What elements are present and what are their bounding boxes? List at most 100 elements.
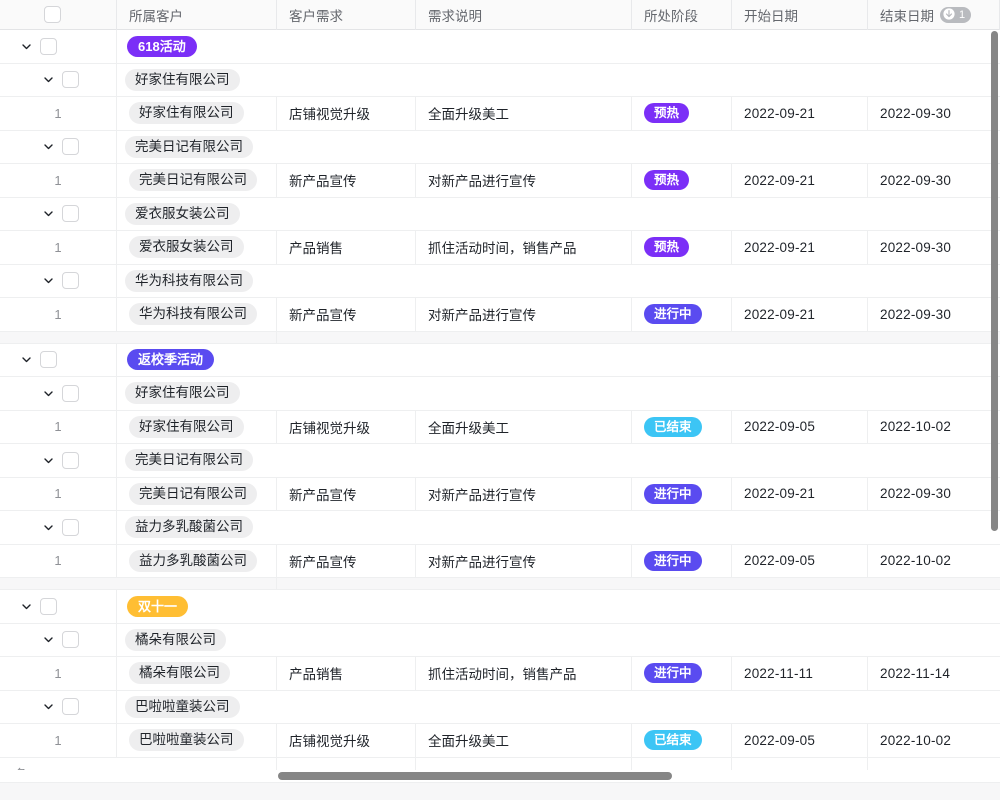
cell-customer[interactable]: 完美日记有限公司 xyxy=(117,477,277,511)
subgroup-row[interactable]: 完美日记有限公司 xyxy=(0,443,1000,478)
subgroup-row[interactable]: 益力多乳酸菌公司 xyxy=(0,510,1000,545)
cell-demand[interactable]: 店铺视觉升级 xyxy=(277,410,416,444)
header-cell-customer[interactable]: 所属客户 xyxy=(117,0,277,30)
cell-demand[interactable]: 新产品宣传 xyxy=(277,477,416,511)
subgroup-row-header[interactable] xyxy=(0,130,117,164)
group-row[interactable]: 双十一 xyxy=(0,589,1000,624)
sort-order-badge[interactable]: 1 xyxy=(940,6,972,23)
cell-end-date[interactable]: 2022-09-30 xyxy=(868,298,1000,332)
header-cell-end[interactable]: 结束日期 1 xyxy=(868,0,1000,30)
cell-desc[interactable]: 对新产品进行宣传 xyxy=(416,477,632,511)
group-expand-chevron-icon[interactable] xyxy=(18,38,34,54)
subgroup-row-header[interactable] xyxy=(0,623,117,657)
cell-end-date[interactable]: 2022-10-02 xyxy=(868,410,1000,444)
cell-desc[interactable]: 对新产品进行宣传 xyxy=(416,163,632,197)
subgroup-checkbox[interactable] xyxy=(62,205,79,223)
cell-end-date[interactable]: 2022-10-02 xyxy=(868,544,1000,578)
cell-start-date[interactable]: 2022-09-21 xyxy=(732,96,868,130)
subgroup-expand-chevron-icon[interactable] xyxy=(40,206,56,222)
subgroup-row[interactable]: 好家住有限公司 xyxy=(0,63,1000,97)
cell-stage[interactable]: 预热 xyxy=(632,230,732,264)
table-row[interactable]: 1 好家住有限公司 店铺视觉升级 全面升级美工 已结束 2022-09-05 2022-10… xyxy=(0,410,1000,444)
cell-start-date[interactable]: 2022-09-21 xyxy=(732,297,868,331)
cell-start-date[interactable]: 2022-09-21 xyxy=(732,477,868,511)
cell-demand[interactable]: 新产品宣传 xyxy=(277,544,416,578)
cell-end-date[interactable]: 2022-09-30 xyxy=(868,477,1000,511)
subgroup-row[interactable]: 橘朵有限公司 xyxy=(0,623,1000,657)
cell-customer[interactable]: 完美日记有限公司 xyxy=(117,163,277,197)
cell-demand[interactable]: 新产品宣传 xyxy=(277,297,416,331)
subgroup-checkbox[interactable] xyxy=(62,698,79,716)
cell-customer[interactable]: 华为科技有限公司 xyxy=(117,297,277,331)
table-row[interactable]: 1 好家住有限公司 店铺视觉升级 全面升级美工 预热 2022-09-21 2022-09-… xyxy=(0,96,1000,131)
group-row-header[interactable] xyxy=(0,589,117,623)
subgroup-expand-chevron-icon[interactable] xyxy=(40,519,56,535)
subgroup-checkbox[interactable] xyxy=(62,451,79,469)
table-row[interactable]: 1 爱衣服女装公司 产品销售 抓住活动时间，销售产品 预热 2022-09-21 2022-… xyxy=(0,230,1000,265)
cell-stage[interactable]: 已结束 xyxy=(632,410,732,444)
cell-end-date[interactable]: 2022-09-30 xyxy=(868,97,1000,131)
cell-end-date[interactable]: 2022-09-30 xyxy=(868,231,1000,265)
cell-start-date[interactable]: 2022-09-05 xyxy=(732,544,868,578)
subgroup-row-header[interactable] xyxy=(0,264,117,298)
subgroup-row[interactable]: 爱衣服女装公司 xyxy=(0,197,1000,231)
cell-start-date[interactable]: 2022-09-05 xyxy=(732,723,868,757)
subgroup-expand-chevron-icon[interactable] xyxy=(40,699,56,715)
cell-customer[interactable]: 益力多乳酸菌公司 xyxy=(117,544,277,578)
header-cell-start[interactable]: 开始日期 xyxy=(732,0,868,30)
header-cell-stage[interactable]: 所处阶段 xyxy=(632,0,732,30)
cell-start-date[interactable]: 2022-09-21 xyxy=(732,163,868,197)
subgroup-row-header[interactable] xyxy=(0,510,117,544)
cell-demand[interactable]: 产品销售 xyxy=(277,656,416,690)
subgroup-expand-chevron-icon[interactable] xyxy=(40,452,56,468)
cell-end-date[interactable]: 2022-11-14 xyxy=(868,657,1000,691)
cell-stage[interactable]: 预热 xyxy=(632,96,732,130)
cell-desc[interactable]: 抓住活动时间，销售产品 xyxy=(416,656,632,690)
subgroup-expand-chevron-icon[interactable] xyxy=(40,385,56,401)
cell-stage[interactable]: 进行中 xyxy=(632,656,732,690)
table-body[interactable]: 618活动 好家住有限公司 1 好家住有限公司 店铺视觉升级 全面升级美工 预热 2022-0… xyxy=(0,30,1000,770)
table-row[interactable]: 1 华为科技有限公司 新产品宣传 对新产品进行宣传 进行中 2022-09-21 2022-… xyxy=(0,297,1000,332)
cell-stage[interactable]: 已结束 xyxy=(632,723,732,757)
group-row[interactable]: 618活动 xyxy=(0,30,1000,64)
cell-desc[interactable]: 对新产品进行宣传 xyxy=(416,544,632,578)
group-checkbox[interactable] xyxy=(40,351,57,369)
cell-start-date[interactable]: 2022-11-11 xyxy=(732,656,868,690)
subgroup-row[interactable]: 完美日记有限公司 xyxy=(0,130,1000,164)
group-row[interactable]: 返校季活动 xyxy=(0,343,1000,377)
header-cell-demand[interactable]: 客户需求 xyxy=(277,0,416,30)
cell-demand[interactable]: 店铺视觉升级 xyxy=(277,723,416,757)
cell-customer[interactable]: 好家住有限公司 xyxy=(117,96,277,130)
subgroup-checkbox[interactable] xyxy=(62,138,79,156)
cell-desc[interactable]: 全面升级美工 xyxy=(416,96,632,130)
group-checkbox[interactable] xyxy=(40,597,57,615)
subgroup-checkbox[interactable] xyxy=(62,631,79,649)
cell-customer[interactable]: 好家住有限公司 xyxy=(117,410,277,444)
cell-customer[interactable]: 橘朵有限公司 xyxy=(117,656,277,690)
group-row-header[interactable] xyxy=(0,343,117,377)
subgroup-checkbox[interactable] xyxy=(62,384,79,402)
cell-customer[interactable]: 巴啦啦童装公司 xyxy=(117,723,277,757)
subgroup-row-header[interactable] xyxy=(0,63,117,97)
select-all-checkbox[interactable] xyxy=(43,6,61,23)
cell-stage[interactable]: 进行中 xyxy=(632,297,732,331)
cell-demand[interactable]: 新产品宣传 xyxy=(277,163,416,197)
cell-end-date[interactable]: 2022-09-30 xyxy=(868,164,1000,198)
cell-desc[interactable]: 全面升级美工 xyxy=(416,723,632,757)
cell-demand[interactable]: 产品销售 xyxy=(277,230,416,264)
cell-customer[interactable]: 爱衣服女装公司 xyxy=(117,230,277,264)
cell-start-date[interactable]: 2022-09-05 xyxy=(732,410,868,444)
subgroup-checkbox[interactable] xyxy=(62,71,79,89)
subgroup-expand-chevron-icon[interactable] xyxy=(40,72,56,88)
table-row[interactable]: 1 橘朵有限公司 产品销售 抓住活动时间，销售产品 进行中 2022-11-11 2022-… xyxy=(0,656,1000,691)
subgroup-row[interactable]: 好家住有限公司 xyxy=(0,376,1000,411)
group-checkbox[interactable] xyxy=(40,37,57,55)
vertical-scrollbar[interactable] xyxy=(991,31,998,531)
group-row-header[interactable] xyxy=(0,30,117,63)
subgroup-expand-chevron-icon[interactable] xyxy=(40,273,56,289)
cell-stage[interactable]: 预热 xyxy=(632,163,732,197)
cell-desc[interactable]: 全面升级美工 xyxy=(416,410,632,444)
group-expand-chevron-icon[interactable] xyxy=(18,352,34,368)
subgroup-expand-chevron-icon[interactable] xyxy=(40,632,56,648)
cell-stage[interactable]: 进行中 xyxy=(632,477,732,511)
